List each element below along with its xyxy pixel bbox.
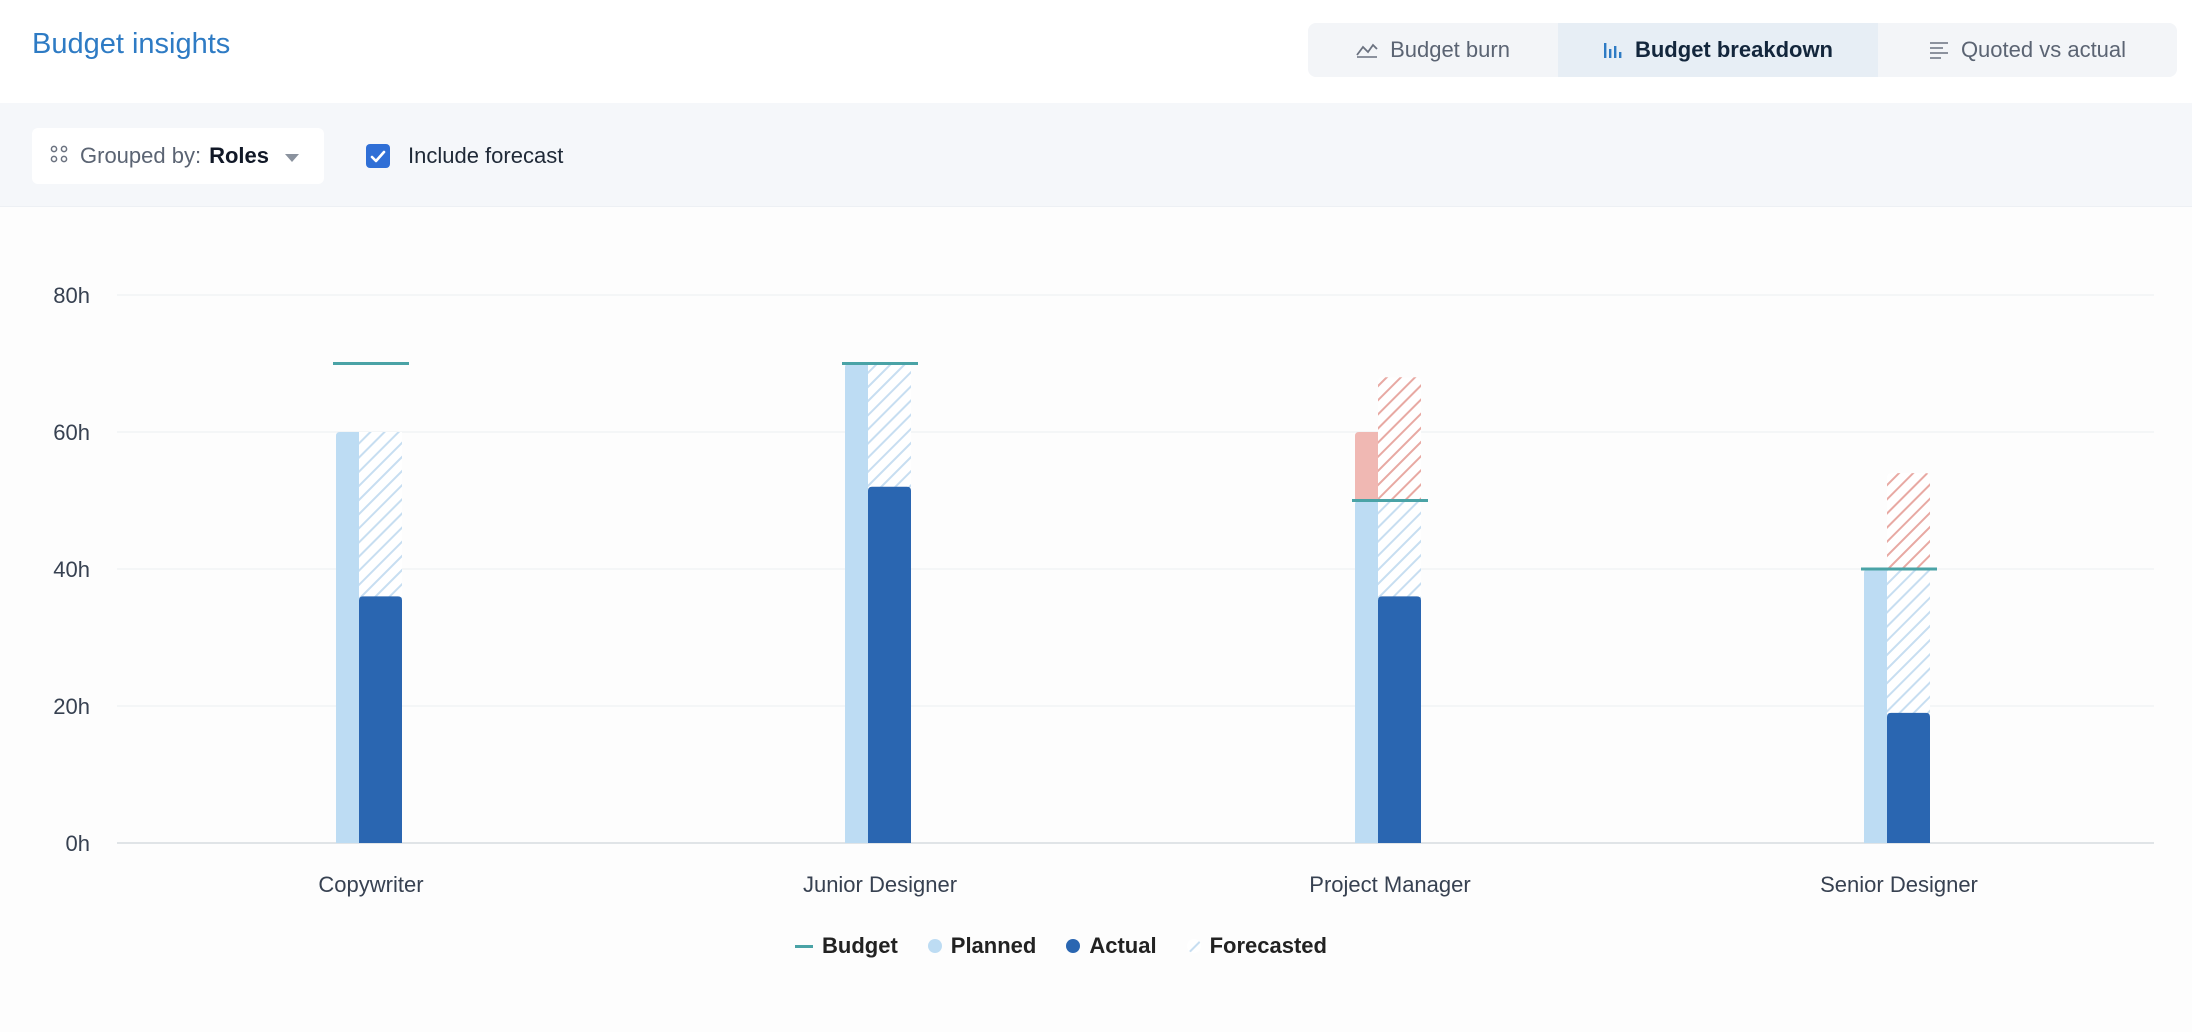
forecast-over-budget-bar	[1887, 473, 1930, 569]
legend-item-budget: Budget	[795, 933, 898, 959]
budget-breakdown-chart: 0h 20h 40h 60h 80h Copywriter Junior Designer…	[53, 283, 2154, 897]
legend-swatch-budget	[795, 944, 813, 948]
view-tabs: Budget burn Budget breakdown Quoted vs a…	[1308, 23, 2177, 77]
tab-quoted-vs-actual-label: Quoted vs actual	[1960, 37, 2127, 62]
include-forecast-toggle[interactable]: Include forecast	[366, 142, 563, 170]
group-by-dropdown[interactable]: Grouped by: Roles	[32, 128, 324, 184]
legend-label-actual: Actual	[1089, 933, 1157, 958]
legend-label-planned: Planned	[950, 933, 1037, 958]
grid-icon	[50, 143, 68, 169]
tab-budget-breakdown[interactable]: Budget breakdown	[1558, 23, 1878, 77]
include-forecast-label: Include forecast	[408, 143, 564, 168]
tab-budget-burn-label: Budget burn	[1390, 37, 1510, 62]
legend-swatch-forecasted	[1186, 939, 1201, 953]
bar-chart-icon	[1603, 41, 1623, 59]
chart-area: 0h 20h 40h 60h 80h Copywriter Junior Designer…	[0, 207, 2192, 1032]
y-tick-label: 80h	[53, 283, 90, 308]
list-icon	[1929, 41, 1949, 59]
x-tick-label: Junior Designer	[803, 872, 957, 897]
legend-item-actual: Actual	[1066, 933, 1157, 959]
actual-bar	[1378, 596, 1421, 843]
include-forecast-checkbox[interactable]	[366, 144, 390, 168]
actual-bar	[359, 596, 402, 843]
tab-budget-burn[interactable]: Budget burn	[1308, 23, 1558, 77]
filter-bar: Grouped by: Roles Include forecast	[0, 103, 2192, 207]
y-tick-label: 20h	[53, 694, 90, 719]
group-by-label: Grouped by:	[80, 143, 202, 168]
tab-quoted-vs-actual[interactable]: Quoted vs actual	[1878, 23, 2177, 77]
chevron-down-icon	[285, 143, 299, 169]
legend-swatch-planned	[927, 939, 942, 953]
chart-legend: Budget Planned Actual Forecasted	[0, 928, 2192, 964]
legend-label-budget: Budget	[822, 933, 898, 958]
header: Budget insights Budget burn Budget break…	[0, 0, 2192, 103]
y-tick-label: 40h	[53, 557, 90, 582]
tab-budget-breakdown-label: Budget breakdown	[1634, 37, 1833, 62]
y-tick-label: 0h	[66, 831, 90, 856]
x-tick-label: Copywriter	[318, 872, 423, 897]
legend-label-forecasted: Forecasted	[1209, 933, 1327, 958]
actual-bar	[868, 486, 911, 843]
check-icon	[370, 150, 386, 162]
actual-bar	[1887, 712, 1930, 843]
legend-item-planned: Planned	[927, 933, 1037, 959]
legend-swatch-actual	[1066, 939, 1081, 953]
line-chart-icon	[1356, 42, 1378, 58]
x-tick-label: Project Manager	[1309, 872, 1470, 897]
forecast-over-budget-bar	[1378, 377, 1421, 501]
page-title: Budget insights	[32, 28, 231, 60]
x-tick-label: Senior Designer	[1820, 872, 1978, 897]
legend-item-forecasted: Forecasted	[1186, 933, 1327, 959]
group-by-value: Roles	[209, 143, 269, 168]
y-tick-label: 60h	[53, 420, 90, 445]
